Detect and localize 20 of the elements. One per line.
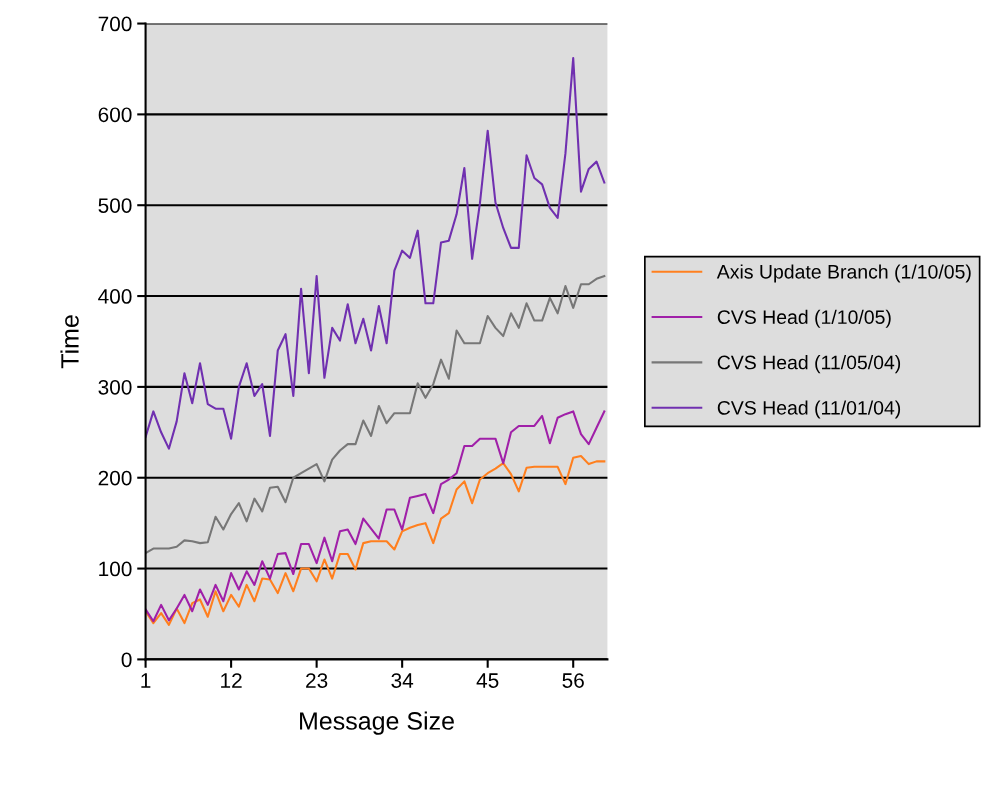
y-tick-label: 0	[121, 652, 132, 668]
y-tick-label: 100	[99, 561, 132, 577]
y-tick-label: 300	[98, 379, 132, 395]
x-axis-title: Message Size	[300, 711, 454, 735]
y-tick-label: 600	[98, 107, 132, 123]
x-tick-label: 45	[476, 673, 499, 688]
x-tick-label: 34	[391, 673, 414, 688]
x-tick-label: 23	[306, 673, 328, 688]
x-tick-label: 12	[221, 673, 242, 688]
legend-label: CVS Head (1/10/05)	[717, 309, 891, 328]
x-tick-label: 1	[141, 673, 151, 688]
y-tick-label: 400	[98, 289, 132, 304]
y-tick-label: 500	[98, 198, 132, 213]
legend-label: CVS Head (11/01/04)	[717, 400, 901, 419]
y-tick-label: 200	[98, 470, 132, 486]
y-axis-title: Time	[60, 315, 79, 369]
legend-label: Axis Update Branch (1/10/05)	[716, 264, 971, 283]
legend-label: CVS Head (11/05/04)	[717, 355, 901, 374]
x-tick-label: 56	[562, 673, 584, 688]
y-tick-label: 700	[98, 16, 132, 32]
